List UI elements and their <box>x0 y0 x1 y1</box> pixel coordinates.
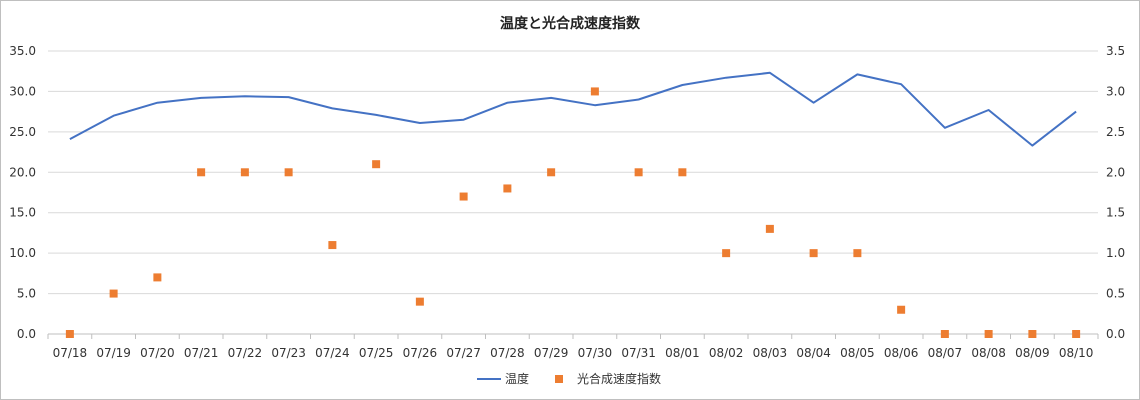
x-tick-label: 08/03 <box>753 346 788 360</box>
x-tick-label: 07/30 <box>578 346 613 360</box>
scatter-point <box>547 168 556 177</box>
scatter-point <box>809 249 818 258</box>
x-tick-label: 07/23 <box>271 346 306 360</box>
legend-marker-swatch <box>555 375 563 383</box>
x-axis-ticks: 07/18 07/19 07/20 07/21 07/22 07/23 07/24 07/25… <box>47 334 1099 360</box>
scatter-point <box>634 168 643 177</box>
chart-title: 温度と光合成速度指数 <box>500 15 641 32</box>
x-tick-label: 07/28 <box>490 346 525 360</box>
right-tick-label: 1.0 <box>1106 246 1125 260</box>
x-tick-label: 07/27 <box>446 346 481 360</box>
x-tick-label: 07/18 <box>53 346 88 360</box>
scatter-point <box>1072 330 1081 338</box>
scatter-point <box>328 241 337 250</box>
left-tick-label: 25.0 <box>9 125 36 139</box>
scatter-point <box>240 168 249 177</box>
scatter-point <box>853 249 862 258</box>
right-tick-label: 2.0 <box>1106 165 1125 179</box>
left-tick-label: 0.0 <box>17 327 36 341</box>
x-tick-label: 08/09 <box>1015 346 1050 360</box>
x-tick-label: 07/31 <box>621 346 656 360</box>
left-tick-label: 20.0 <box>9 165 36 179</box>
left-tick-label: 30.0 <box>9 84 36 98</box>
scatter-point <box>459 192 468 201</box>
x-tick-label: 08/02 <box>709 346 744 360</box>
series-line-temperature <box>69 71 1077 147</box>
scatter-point <box>153 273 162 282</box>
scatter-point <box>940 330 949 338</box>
scatter-point <box>897 305 906 314</box>
x-tick-label: 08/07 <box>928 346 963 360</box>
scatter-point <box>503 184 512 193</box>
scatter-point <box>984 330 993 338</box>
x-tick-label: 07/21 <box>184 346 219 360</box>
left-tick-label: 35.0 <box>9 44 36 58</box>
x-tick-label: 07/20 <box>140 346 175 360</box>
scatter-point <box>678 168 687 177</box>
x-tick-label: 08/05 <box>840 346 875 360</box>
scatter-point <box>197 168 206 177</box>
scatter-point <box>372 160 381 169</box>
x-tick-label: 07/22 <box>228 346 263 360</box>
scatter-point <box>65 330 74 338</box>
x-tick-label: 07/25 <box>359 346 394 360</box>
scatter-point <box>109 289 118 298</box>
legend-label-photosynthesis: 光合成速度指数 <box>577 371 661 386</box>
x-tick-label: 08/08 <box>971 346 1006 360</box>
scatter-point <box>590 87 599 96</box>
right-axis-ticks: 0.0 0.5 1.0 1.5 2.0 2.5 3.0 3.5 <box>1106 44 1125 341</box>
x-tick-label: 07/29 <box>534 346 569 360</box>
scatter-point <box>1028 330 1037 338</box>
x-tick-label: 08/06 <box>884 346 919 360</box>
left-axis-ticks: 0.0 5.0 10.0 15.0 20.0 25.0 30.0 35.0 <box>9 44 36 341</box>
right-tick-label: 3.0 <box>1106 84 1125 98</box>
right-tick-label: 0.0 <box>1106 327 1125 341</box>
x-tick-label: 07/24 <box>315 346 350 360</box>
x-tick-label: 08/01 <box>665 346 700 360</box>
right-tick-label: 3.5 <box>1106 44 1125 58</box>
legend: 温度 光合成速度指数 <box>477 371 661 386</box>
x-tick-label: 08/10 <box>1059 346 1094 360</box>
right-tick-label: 0.5 <box>1106 287 1125 301</box>
x-tick-label: 08/04 <box>796 346 831 360</box>
right-tick-label: 2.5 <box>1106 125 1125 139</box>
left-tick-label: 10.0 <box>9 246 36 260</box>
scatter-point <box>284 168 293 177</box>
x-tick-label: 07/26 <box>403 346 438 360</box>
legend-label-temperature: 温度 <box>505 371 529 386</box>
x-tick-label: 07/19 <box>96 346 131 360</box>
gridlines <box>48 50 1098 335</box>
series-layer <box>65 71 1081 338</box>
scatter-point <box>722 249 731 258</box>
left-tick-label: 15.0 <box>9 206 36 220</box>
right-tick-label: 1.5 <box>1106 206 1125 220</box>
left-tick-label: 5.0 <box>17 287 36 301</box>
scatter-point <box>765 224 774 233</box>
scatter-point <box>415 297 424 306</box>
